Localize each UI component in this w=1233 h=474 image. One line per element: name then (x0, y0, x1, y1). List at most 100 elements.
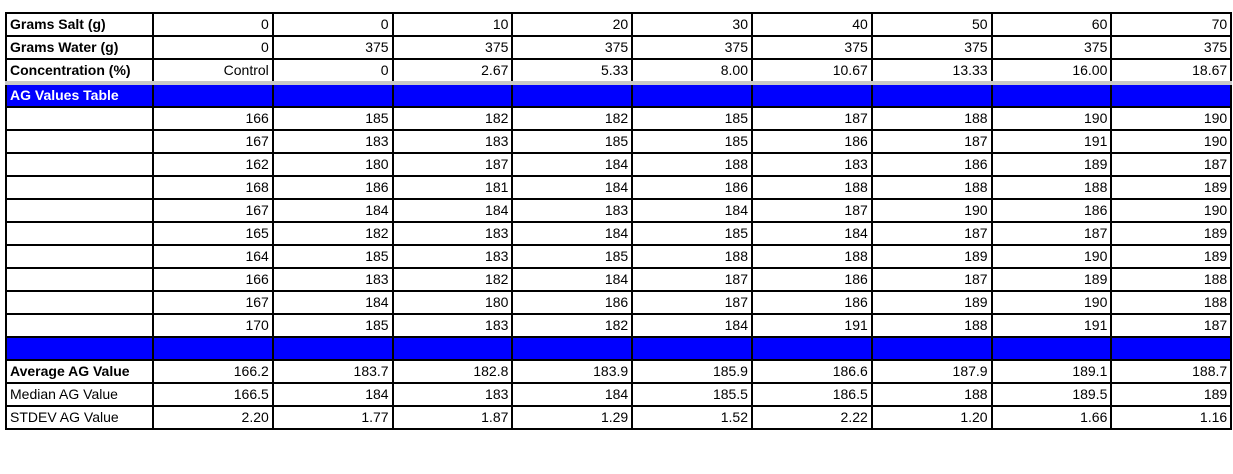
stat-value[interactable]: 185.9 (631, 359, 753, 384)
value-cell[interactable]: 183 (391, 244, 514, 269)
value-cell[interactable]: 375 (391, 35, 514, 60)
value-cell[interactable]: 184 (511, 152, 634, 177)
value-cell[interactable]: 375 (271, 35, 394, 60)
value-cell[interactable]: 190 (990, 290, 1113, 315)
value-cell[interactable]: 166 (152, 106, 274, 131)
value-cell[interactable]: 184 (511, 267, 634, 292)
stat-value[interactable]: 189.5 (990, 382, 1113, 407)
row-label[interactable] (5, 106, 154, 131)
value-cell[interactable]: 187 (750, 106, 873, 131)
stat-value[interactable]: 1.87 (391, 405, 514, 430)
value-cell[interactable]: 191 (990, 129, 1113, 154)
value-cell[interactable]: 20 (511, 12, 634, 37)
value-cell[interactable]: 187 (870, 267, 993, 292)
value-cell[interactable]: 187 (750, 198, 873, 223)
value-cell[interactable]: 184 (631, 313, 753, 338)
value-cell[interactable]: 186 (870, 152, 993, 177)
stat-value[interactable]: 189 (1110, 382, 1233, 407)
row-label[interactable]: Grams Water (g) (5, 35, 154, 60)
stat-value[interactable]: 187.9 (870, 359, 993, 384)
row-label[interactable] (5, 152, 154, 177)
stat-value[interactable]: 1.16 (1110, 405, 1233, 430)
value-cell[interactable]: 188 (1110, 290, 1233, 315)
value-cell[interactable]: 70 (1110, 12, 1233, 37)
value-cell[interactable]: 2.67 (391, 58, 514, 84)
stat-value[interactable]: 1.66 (990, 405, 1113, 430)
value-cell[interactable]: 183 (511, 198, 634, 223)
divider-cell[interactable] (511, 336, 634, 361)
value-cell[interactable]: 190 (990, 244, 1113, 269)
value-cell[interactable]: 184 (271, 290, 394, 315)
value-cell[interactable]: 30 (631, 12, 753, 37)
value-cell[interactable]: 375 (870, 35, 993, 60)
value-cell[interactable]: 166 (152, 267, 274, 292)
value-cell[interactable]: 186 (511, 290, 634, 315)
value-cell[interactable]: 187 (391, 152, 514, 177)
value-cell[interactable]: 18.67 (1110, 58, 1233, 84)
value-cell[interactable]: 375 (631, 35, 753, 60)
value-cell[interactable]: 16.00 (990, 58, 1113, 84)
row-label[interactable] (5, 290, 154, 315)
stat-value[interactable]: 184 (271, 382, 394, 407)
value-cell[interactable]: 182 (271, 221, 394, 246)
value-cell[interactable]: 375 (990, 35, 1113, 60)
value-cell[interactable]: 190 (1110, 106, 1233, 131)
stat-value[interactable]: 185.5 (631, 382, 753, 407)
value-cell[interactable]: 168 (152, 175, 274, 200)
divider-cell[interactable] (990, 336, 1113, 361)
value-cell[interactable]: 185 (631, 129, 753, 154)
stat-label[interactable]: STDEV AG Value (5, 405, 154, 430)
stat-value[interactable]: 188.7 (1110, 359, 1233, 384)
value-cell[interactable]: 185 (271, 313, 394, 338)
value-cell[interactable]: 188 (750, 175, 873, 200)
value-cell[interactable]: 189 (870, 244, 993, 269)
stat-value[interactable]: 188 (870, 382, 993, 407)
value-cell[interactable]: 189 (870, 290, 993, 315)
value-cell[interactable]: 184 (391, 198, 514, 223)
value-cell[interactable]: 189 (1110, 175, 1233, 200)
value-cell[interactable]: 186 (750, 267, 873, 292)
value-cell[interactable]: 191 (990, 313, 1113, 338)
value-cell[interactable]: 187 (870, 129, 993, 154)
stat-value[interactable]: 1.52 (631, 405, 753, 430)
divider-cell[interactable] (631, 336, 753, 361)
stat-value[interactable]: 1.77 (271, 405, 394, 430)
value-cell[interactable]: 188 (870, 106, 993, 131)
stat-value[interactable]: 2.22 (750, 405, 873, 430)
value-cell[interactable]: 187 (631, 290, 753, 315)
stat-value[interactable]: 183 (391, 382, 514, 407)
row-label[interactable] (5, 267, 154, 292)
value-cell[interactable]: 182 (511, 313, 634, 338)
value-cell[interactable]: 182 (391, 106, 514, 131)
value-cell[interactable]: 167 (152, 290, 274, 315)
stat-value[interactable]: 189.1 (990, 359, 1113, 384)
value-cell[interactable]: 5.33 (511, 58, 634, 84)
value-cell[interactable]: 183 (391, 221, 514, 246)
divider-cell[interactable] (1110, 336, 1233, 361)
value-cell[interactable]: 187 (631, 267, 753, 292)
row-label[interactable] (5, 175, 154, 200)
value-cell[interactable]: 180 (271, 152, 394, 177)
value-cell[interactable]: 170 (152, 313, 274, 338)
value-cell[interactable]: 0 (152, 35, 274, 60)
divider-cell[interactable] (5, 336, 154, 361)
value-cell[interactable]: Control (152, 58, 274, 84)
value-cell[interactable]: 187 (870, 221, 993, 246)
stat-value[interactable]: 186.6 (750, 359, 873, 384)
header-cell[interactable] (152, 81, 274, 108)
value-cell[interactable]: 164 (152, 244, 274, 269)
value-cell[interactable]: 186 (750, 290, 873, 315)
value-cell[interactable]: 190 (1110, 129, 1233, 154)
stat-value[interactable]: 186.5 (750, 382, 873, 407)
value-cell[interactable]: 186 (750, 129, 873, 154)
value-cell[interactable]: 183 (391, 313, 514, 338)
stat-value[interactable]: 1.20 (870, 405, 993, 430)
divider-cell[interactable] (271, 336, 394, 361)
row-label[interactable]: Concentration (%) (5, 58, 154, 84)
row-label[interactable] (5, 244, 154, 269)
value-cell[interactable]: 185 (511, 129, 634, 154)
value-cell[interactable]: 50 (870, 12, 993, 37)
value-cell[interactable]: 60 (990, 12, 1113, 37)
header-cell[interactable] (870, 81, 993, 108)
ag-table-title[interactable]: AG Values Table (5, 81, 154, 108)
